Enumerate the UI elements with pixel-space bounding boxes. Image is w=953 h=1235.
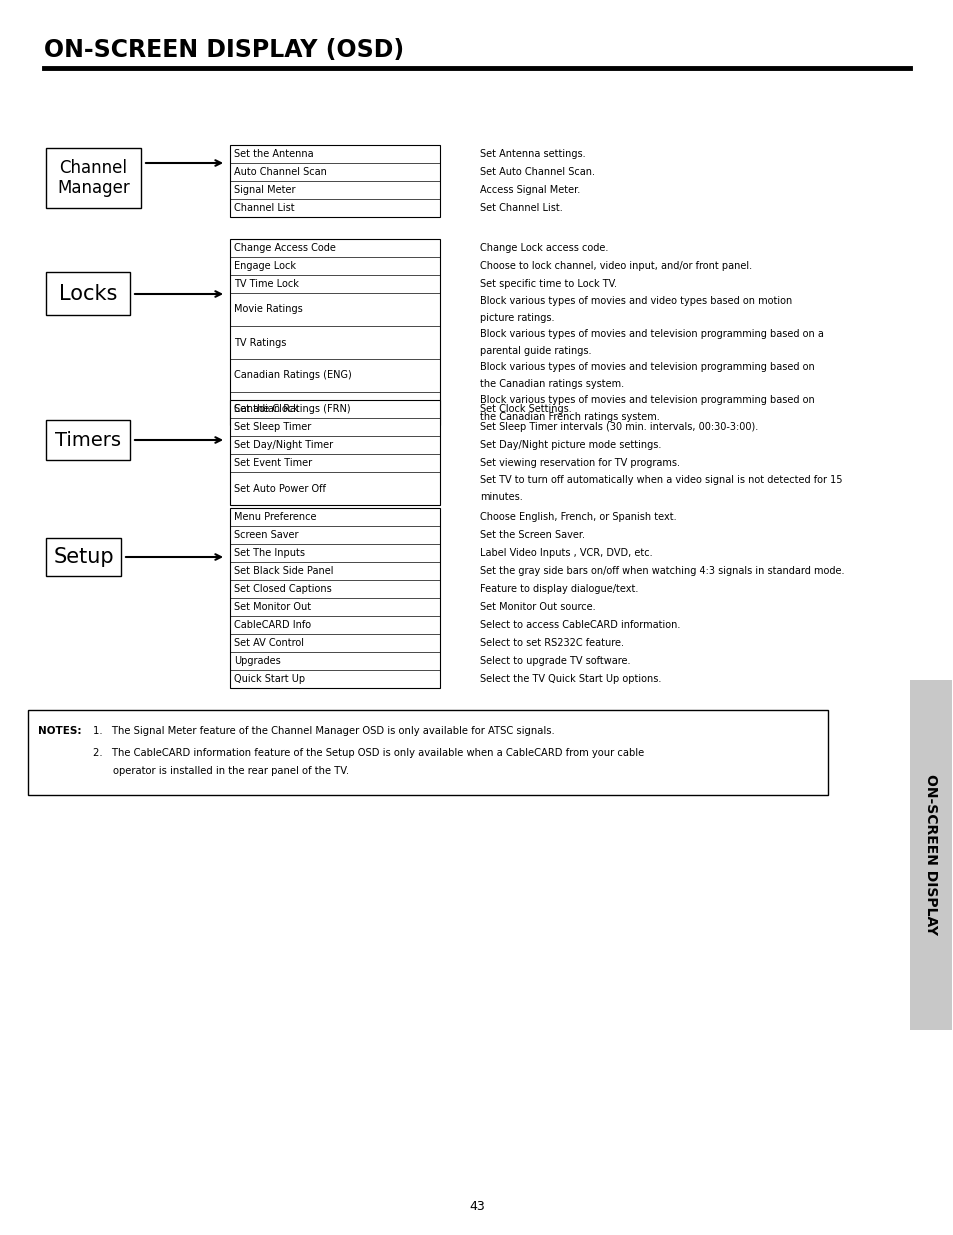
Text: Set Event Timer: Set Event Timer: [233, 458, 312, 468]
Text: Set The Inputs: Set The Inputs: [233, 548, 305, 558]
Text: Set Day/Night Timer: Set Day/Night Timer: [233, 440, 333, 450]
Text: Auto Channel Scan: Auto Channel Scan: [233, 167, 327, 177]
Bar: [28, 710, 827, 795]
Text: Block various types of movies and television programming based on a: Block various types of movies and televi…: [479, 330, 823, 340]
Text: Quick Start Up: Quick Start Up: [233, 674, 305, 684]
Text: parental guide ratings.: parental guide ratings.: [479, 346, 591, 356]
Text: Choose English, French, or Spanish text.: Choose English, French, or Spanish text.: [479, 513, 676, 522]
Text: Menu Preference: Menu Preference: [233, 513, 316, 522]
Text: Set Day/Night picture mode settings.: Set Day/Night picture mode settings.: [479, 440, 660, 450]
Text: Block various types of movies and television programming based on: Block various types of movies and televi…: [479, 395, 814, 405]
Text: 2.   The CableCARD information feature of the Setup OSD is only available when a: 2. The CableCARD information feature of …: [92, 748, 643, 758]
Text: Timers: Timers: [55, 431, 121, 450]
Text: Set AV Control: Set AV Control: [233, 638, 304, 648]
Text: Set the Antenna: Set the Antenna: [233, 149, 314, 159]
Text: Upgrades: Upgrades: [233, 656, 280, 666]
Text: Locks: Locks: [59, 284, 117, 304]
Text: Label Video Inputs , VCR, DVD, etc.: Label Video Inputs , VCR, DVD, etc.: [479, 548, 652, 558]
Bar: [230, 508, 439, 688]
Text: Set Antenna settings.: Set Antenna settings.: [479, 149, 585, 159]
Text: Set Auto Channel Scan.: Set Auto Channel Scan.: [479, 167, 595, 177]
Text: Set Sleep Timer intervals (30 min. intervals, 00:30-3:00).: Set Sleep Timer intervals (30 min. inter…: [479, 422, 758, 432]
Text: operator is installed in the rear panel of the TV.: operator is installed in the rear panel …: [112, 766, 349, 776]
Text: 43: 43: [469, 1200, 484, 1214]
Text: Signal Meter: Signal Meter: [233, 185, 295, 195]
Text: Select the TV Quick Start Up options.: Select the TV Quick Start Up options.: [479, 674, 660, 684]
Text: minutes.: minutes.: [479, 492, 522, 501]
Bar: [230, 400, 439, 505]
Text: TV Ratings: TV Ratings: [233, 337, 286, 347]
Text: Change Access Code: Change Access Code: [233, 243, 335, 253]
Text: Setup: Setup: [53, 547, 113, 567]
Text: Block various types of movies and video types based on motion: Block various types of movies and video …: [479, 296, 791, 306]
Text: Set Clock Settings.: Set Clock Settings.: [479, 404, 571, 414]
Text: Screen Saver: Screen Saver: [233, 530, 298, 540]
Text: Canadian Ratings (FRN): Canadian Ratings (FRN): [233, 404, 351, 414]
Text: Channel List: Channel List: [233, 203, 294, 212]
Text: Choose to lock channel, video input, and/or front panel.: Choose to lock channel, video input, and…: [479, 261, 751, 270]
Text: Select to access CableCARD information.: Select to access CableCARD information.: [479, 620, 679, 630]
Text: Set Channel List.: Set Channel List.: [479, 203, 562, 212]
Text: Set Black Side Panel: Set Black Side Panel: [233, 566, 334, 576]
Text: Set Monitor Out: Set Monitor Out: [233, 601, 311, 613]
Text: 1.   The Signal Meter feature of the Channel Manager OSD is only available for A: 1. The Signal Meter feature of the Chann…: [92, 726, 554, 736]
Text: Engage Lock: Engage Lock: [233, 261, 295, 270]
Text: Set specific time to Lock TV.: Set specific time to Lock TV.: [479, 279, 617, 289]
Text: Feature to display dialogue/text.: Feature to display dialogue/text.: [479, 584, 638, 594]
Text: Set the Screen Saver.: Set the Screen Saver.: [479, 530, 584, 540]
Bar: [46, 148, 141, 207]
Text: Canadian Ratings (ENG): Canadian Ratings (ENG): [233, 370, 352, 380]
Text: ON-SCREEN DISPLAY (OSD): ON-SCREEN DISPLAY (OSD): [44, 38, 404, 62]
Bar: [230, 240, 439, 425]
Text: the Canadian French ratings system.: the Canadian French ratings system.: [479, 411, 659, 421]
Text: Set the Clock: Set the Clock: [233, 404, 298, 414]
Text: Set Sleep Timer: Set Sleep Timer: [233, 422, 311, 432]
Text: TV Time Lock: TV Time Lock: [233, 279, 298, 289]
Text: Select to upgrade TV software.: Select to upgrade TV software.: [479, 656, 630, 666]
Text: Set Monitor Out source.: Set Monitor Out source.: [479, 601, 595, 613]
Text: the Canadian ratings system.: the Canadian ratings system.: [479, 379, 623, 389]
Text: Set viewing reservation for TV programs.: Set viewing reservation for TV programs.: [479, 458, 679, 468]
Text: Set TV to turn off automatically when a video signal is not detected for 15: Set TV to turn off automatically when a …: [479, 475, 841, 485]
Text: Select to set RS232C feature.: Select to set RS232C feature.: [479, 638, 623, 648]
Text: Set the gray side bars on/off when watching 4:3 signals in standard mode.: Set the gray side bars on/off when watch…: [479, 566, 843, 576]
Text: Movie Ratings: Movie Ratings: [233, 305, 302, 315]
Text: Channel
Manager: Channel Manager: [57, 158, 130, 198]
Bar: [46, 272, 130, 315]
Bar: [909, 680, 951, 1030]
Bar: [46, 538, 121, 576]
Text: Set Auto Power Off: Set Auto Power Off: [233, 483, 326, 494]
Text: ON-SCREEN DISPLAY: ON-SCREEN DISPLAY: [923, 774, 937, 935]
Bar: [230, 144, 439, 217]
Text: picture ratings.: picture ratings.: [479, 312, 554, 322]
Text: Set Closed Captions: Set Closed Captions: [233, 584, 332, 594]
Text: Block various types of movies and television programming based on: Block various types of movies and televi…: [479, 362, 814, 372]
Bar: [46, 420, 130, 459]
Text: Change Lock access code.: Change Lock access code.: [479, 243, 608, 253]
Text: CableCARD Info: CableCARD Info: [233, 620, 311, 630]
Text: Access Signal Meter.: Access Signal Meter.: [479, 185, 579, 195]
Text: NOTES:: NOTES:: [38, 726, 81, 736]
